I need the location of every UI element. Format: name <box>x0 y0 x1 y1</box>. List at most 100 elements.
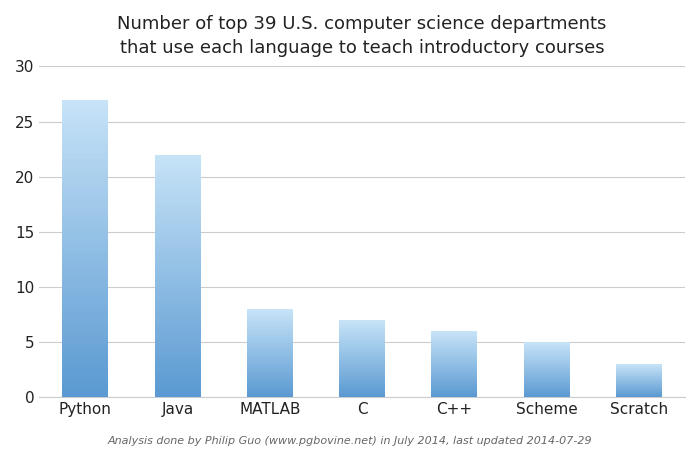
Bar <box>247 331 293 332</box>
Bar <box>431 343 477 344</box>
Bar <box>155 349 201 351</box>
Bar <box>247 389 293 390</box>
Bar <box>155 283 201 286</box>
Bar <box>524 383 570 384</box>
Bar <box>155 271 201 274</box>
Bar <box>62 346 108 350</box>
Bar <box>155 320 201 322</box>
Bar <box>524 390 570 391</box>
Bar <box>155 194 201 196</box>
Bar <box>155 322 201 324</box>
Bar <box>524 380 570 381</box>
Bar <box>339 367 385 368</box>
Bar <box>339 338 385 339</box>
Bar <box>247 311 293 312</box>
Bar <box>431 353 477 354</box>
Bar <box>339 378 385 379</box>
Bar <box>524 395 570 396</box>
Bar <box>431 358 477 359</box>
Bar <box>155 164 201 167</box>
Bar <box>155 392 201 395</box>
Bar <box>524 356 570 357</box>
Bar <box>524 370 570 371</box>
Bar <box>155 167 201 169</box>
Bar <box>62 391 108 394</box>
Bar <box>247 364 293 365</box>
Bar <box>339 375 385 376</box>
Bar <box>339 323 385 324</box>
Bar <box>155 264 201 266</box>
Bar <box>431 379 477 380</box>
Bar <box>62 248 108 251</box>
Bar <box>247 384 293 385</box>
Bar <box>339 354 385 355</box>
Bar <box>431 365 477 366</box>
Bar <box>247 367 293 368</box>
Bar <box>431 354 477 355</box>
Bar <box>431 366 477 367</box>
Bar <box>62 99 108 103</box>
Bar <box>524 361 570 362</box>
Bar <box>155 223 201 225</box>
Bar <box>524 386 570 387</box>
Bar <box>155 239 201 242</box>
Bar <box>247 376 293 377</box>
Bar <box>62 150 108 153</box>
Bar <box>524 369 570 370</box>
Bar <box>155 215 201 218</box>
Bar <box>431 367 477 368</box>
Bar <box>431 378 477 379</box>
Bar <box>247 333 293 334</box>
Bar <box>247 342 293 343</box>
Bar <box>339 384 385 385</box>
Bar <box>155 276 201 279</box>
Bar <box>431 392 477 393</box>
Bar <box>431 341 477 342</box>
Bar <box>62 183 108 186</box>
Bar <box>247 327 293 328</box>
Bar <box>247 324 293 325</box>
Bar <box>155 334 201 337</box>
Bar <box>524 366 570 367</box>
Bar <box>524 375 570 376</box>
Bar <box>431 333 477 334</box>
Bar <box>339 363 385 364</box>
Bar <box>155 208 201 211</box>
Bar <box>155 310 201 312</box>
Bar <box>339 374 385 375</box>
Bar <box>62 126 108 129</box>
Bar <box>339 383 385 384</box>
Bar <box>339 388 385 389</box>
Bar <box>431 364 477 365</box>
Bar <box>431 394 477 395</box>
Bar <box>155 179 201 181</box>
Bar <box>62 186 108 189</box>
Bar <box>155 298 201 300</box>
Bar <box>247 340 293 341</box>
Bar <box>339 361 385 362</box>
Bar <box>339 366 385 367</box>
Bar <box>62 290 108 293</box>
Bar <box>431 370 477 371</box>
Bar <box>247 387 293 388</box>
Bar <box>524 392 570 393</box>
Bar <box>155 279 201 281</box>
Bar <box>247 310 293 311</box>
Bar <box>62 195 108 198</box>
Bar <box>339 321 385 322</box>
Bar <box>339 352 385 353</box>
Bar <box>247 334 293 335</box>
Bar <box>247 366 293 367</box>
Bar <box>155 230 201 232</box>
Bar <box>62 213 108 216</box>
Bar <box>62 394 108 397</box>
Bar <box>62 266 108 269</box>
Bar <box>339 380 385 381</box>
Bar <box>155 235 201 237</box>
Bar <box>339 386 385 387</box>
Bar <box>62 165 108 168</box>
Bar <box>62 278 108 281</box>
Bar <box>62 323 108 326</box>
Bar <box>431 357 477 358</box>
Bar <box>155 254 201 256</box>
